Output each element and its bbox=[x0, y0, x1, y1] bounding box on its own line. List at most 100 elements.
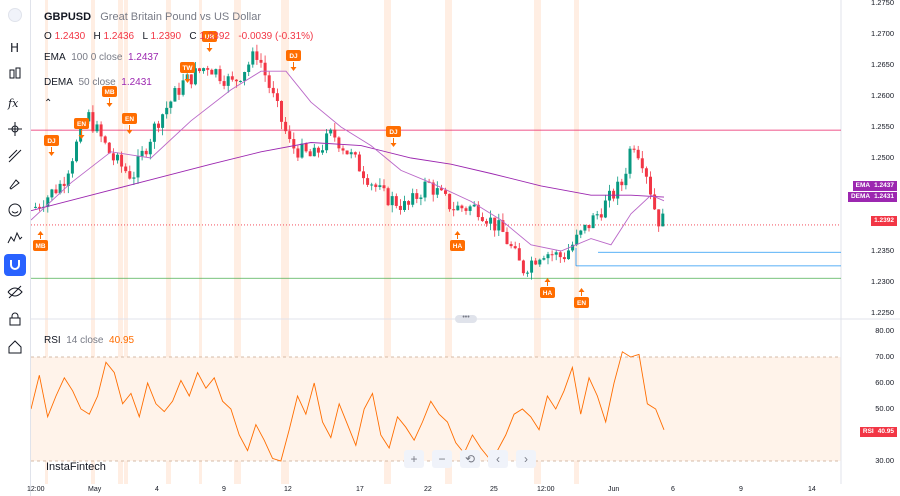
candle-body bbox=[415, 193, 419, 199]
ema-legend[interactable]: EMA 100 0 close 1.2437 bbox=[44, 52, 159, 63]
trend-line-icon[interactable] bbox=[4, 145, 26, 167]
event-marker-label: EN bbox=[577, 300, 586, 307]
lock-icon[interactable] bbox=[4, 308, 26, 330]
brand-watermark: InstaFintech bbox=[46, 461, 106, 473]
candle-body bbox=[571, 244, 575, 251]
crosshair-icon[interactable] bbox=[4, 118, 26, 140]
candle-body bbox=[66, 173, 70, 186]
scroll-forward-button[interactable]: › bbox=[516, 450, 536, 468]
candle-body bbox=[353, 152, 357, 155]
event-marker bbox=[450, 240, 465, 251]
event-marker bbox=[286, 50, 301, 61]
candle-body bbox=[468, 206, 472, 211]
price-tick: 1.2300 bbox=[871, 277, 894, 286]
candle-body bbox=[513, 246, 517, 249]
fx-icon[interactable]: fx bbox=[4, 91, 26, 113]
candle-body bbox=[583, 224, 587, 231]
candle-body bbox=[558, 252, 562, 258]
price-tick: 1.2600 bbox=[871, 91, 894, 100]
pane-resize-handle[interactable]: ••• bbox=[455, 314, 477, 323]
candle-body bbox=[620, 181, 624, 186]
event-marker bbox=[180, 62, 195, 73]
candle-body bbox=[550, 254, 554, 256]
highlight-band bbox=[124, 0, 128, 484]
candle-body bbox=[382, 185, 386, 189]
price-tick: 1.2500 bbox=[871, 153, 894, 162]
home-icon[interactable] bbox=[4, 336, 26, 358]
candle-body bbox=[70, 161, 74, 174]
candle-body bbox=[300, 143, 304, 158]
candle-body bbox=[87, 112, 91, 122]
highlight-band bbox=[445, 0, 452, 484]
collapse-legend-icon[interactable]: ⌃ bbox=[44, 98, 53, 109]
candle-body bbox=[435, 188, 439, 195]
candles-icon[interactable] bbox=[4, 63, 26, 85]
candle-body bbox=[325, 133, 329, 151]
candle-body bbox=[251, 51, 255, 65]
candle-body bbox=[456, 205, 460, 211]
candle-body bbox=[493, 217, 497, 231]
candle-body bbox=[517, 248, 521, 261]
candle-body bbox=[444, 190, 447, 194]
candle-body bbox=[632, 148, 636, 150]
drawing-toolbar: H fx bbox=[0, 0, 31, 496]
candle-body bbox=[214, 69, 218, 75]
candle-body bbox=[362, 171, 365, 179]
highlight-band bbox=[118, 0, 123, 484]
candle-body bbox=[575, 234, 579, 245]
candle-body bbox=[263, 62, 267, 76]
candle-body bbox=[608, 190, 611, 201]
close-value: 1.2392 bbox=[199, 31, 230, 42]
time-tick: 9 bbox=[222, 486, 226, 493]
candle-body bbox=[374, 184, 378, 188]
candle-body bbox=[366, 178, 370, 185]
candle-body bbox=[54, 189, 58, 194]
candle-body bbox=[579, 230, 583, 235]
scroll-back-button[interactable]: ‹ bbox=[488, 450, 508, 468]
time-tick: 12 bbox=[284, 486, 292, 493]
ema-value: 1.2437 bbox=[127, 52, 159, 63]
reset-chart-button[interactable]: ⟲ bbox=[460, 450, 480, 468]
candle-body bbox=[111, 153, 115, 161]
emoji-icon[interactable] bbox=[4, 199, 26, 221]
ema-line bbox=[31, 142, 665, 212]
symbol-name: Great Britain Pound vs US Dollar bbox=[100, 11, 262, 23]
marker-arrow bbox=[106, 103, 113, 107]
time-tick: 12:00 bbox=[27, 486, 45, 493]
dema-legend[interactable]: DEMA 50 close 1.2431 bbox=[44, 77, 152, 88]
candle-body bbox=[46, 197, 50, 207]
candle-body bbox=[386, 188, 390, 206]
header-icon[interactable]: H bbox=[4, 36, 26, 58]
pattern-icon[interactable] bbox=[4, 227, 26, 249]
zoom-out-button[interactable]: − bbox=[432, 450, 452, 468]
rsi-value-tag: RSI 40.95 bbox=[859, 427, 897, 437]
candle-body bbox=[538, 259, 542, 265]
candle-body bbox=[480, 217, 484, 222]
rsi-legend[interactable]: RSI 14 close 40.95 bbox=[44, 335, 134, 346]
low-value: 1.2390 bbox=[150, 31, 182, 42]
candle-body bbox=[661, 213, 665, 227]
flag-icon[interactable] bbox=[8, 8, 22, 22]
candle-body bbox=[75, 141, 78, 162]
price-chart[interactable]: DJ EN MB EN TW UB DJ DJ MB HA HA EN bbox=[31, 0, 900, 496]
event-marker bbox=[102, 86, 117, 97]
eye-off-icon[interactable] bbox=[4, 281, 26, 303]
brush-icon[interactable] bbox=[4, 172, 26, 194]
ema-price-tag: EMA 1.2437 bbox=[852, 181, 897, 191]
candle-body bbox=[234, 79, 238, 82]
marker-arrow bbox=[126, 130, 133, 134]
candle-body bbox=[62, 183, 66, 186]
svg-text:H: H bbox=[10, 41, 19, 55]
candle-body bbox=[341, 148, 345, 151]
symbol-ticker[interactable]: GBPUSD bbox=[44, 11, 92, 23]
candle-body bbox=[165, 107, 169, 115]
rsi-tick: 70.00 bbox=[875, 352, 894, 361]
time-tick: 9 bbox=[739, 486, 743, 493]
candle-body bbox=[128, 171, 132, 179]
candle-body bbox=[58, 183, 62, 194]
zoom-in-button[interactable]: + bbox=[404, 450, 424, 468]
candle-body bbox=[530, 260, 534, 273]
magnet-icon[interactable] bbox=[4, 254, 26, 276]
candle-body bbox=[329, 129, 333, 134]
candle-body bbox=[120, 154, 124, 167]
